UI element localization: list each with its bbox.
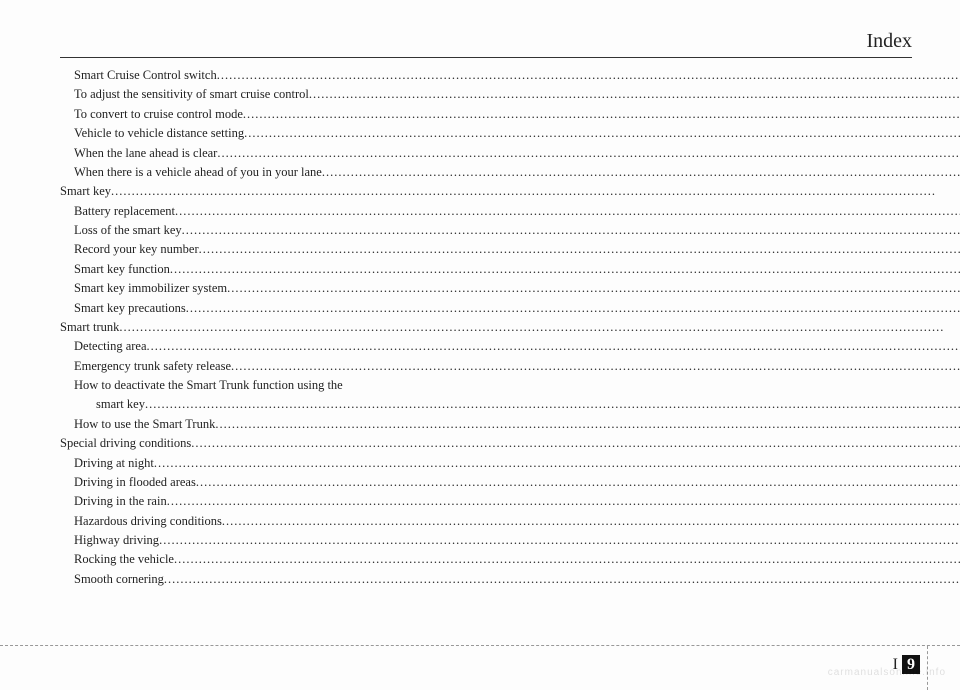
entry-leader-dots: ........................................… (119, 318, 960, 337)
entry-label: Loss of the smart key (74, 221, 182, 240)
entry-label: Smart key immobilizer system (74, 279, 227, 298)
index-entry: How to use the Smart Trunk .............… (60, 415, 960, 434)
index-entry: Driving in flooded areas ...............… (60, 473, 960, 492)
index-entry: Loss of the smart key ..................… (60, 221, 960, 240)
index-entry: To adjust the sensitivity of smart cruis… (60, 85, 960, 104)
entry-leader-dots: ........................................… (227, 279, 960, 298)
entry-label: Smart Cruise Control switch (74, 66, 217, 85)
entry-label: Special driving conditions (60, 434, 191, 453)
entry-leader-dots: ........................................… (111, 182, 960, 201)
index-entry: Detecting area .........................… (60, 337, 960, 356)
entry-label: Record your key number (74, 240, 199, 259)
entry-leader-dots: ........................................… (222, 512, 960, 531)
index-entry: smart key ..............................… (60, 395, 960, 414)
entry-label: Smart key precautions (74, 299, 186, 318)
entry-leader-dots: ........................................… (217, 66, 960, 85)
entry-leader-dots: ........................................… (175, 202, 960, 221)
entry-leader-dots: ........................................… (215, 415, 960, 434)
left-column: Smart Cruise Control switch ............… (60, 66, 960, 608)
entry-leader-dots: ........................................… (196, 473, 960, 492)
index-entry: Battery replacement ....................… (60, 202, 960, 221)
entry-leader-dots: ........................................… (147, 337, 960, 356)
index-entry: When the lane ahead is clear ...........… (60, 144, 960, 163)
index-entry: Smart key precautions ..................… (60, 299, 960, 318)
entry-label: Smart key (60, 182, 111, 201)
index-entry: Special driving conditions .............… (60, 434, 960, 453)
entry-label: To convert to cruise control mode (74, 105, 243, 124)
entry-label: How to deactivate the Smart Trunk functi… (74, 376, 343, 395)
entry-leader-dots: ........................................… (159, 531, 960, 550)
index-entry: Driving at night .......................… (60, 454, 960, 473)
index-entry: How to deactivate the Smart Trunk functi… (60, 376, 960, 395)
entry-leader-dots: ........................................… (182, 221, 960, 240)
entry-label: Highway driving (74, 531, 159, 550)
index-entry: When there is a vehicle ahead of you in … (60, 163, 960, 182)
page: Index Smart Cruise Control switch ......… (0, 0, 960, 608)
entry-leader-dots: ........................................… (170, 260, 960, 279)
entry-label: Battery replacement (74, 202, 175, 221)
entry-leader-dots: ........................................… (154, 454, 960, 473)
entry-leader-dots: ........................................… (231, 357, 960, 376)
entry-label: To adjust the sensitivity of smart cruis… (74, 85, 309, 104)
entry-leader-dots: ........................................… (145, 395, 960, 414)
index-entry: Smart key function .....................… (60, 260, 960, 279)
index-entry: Smart key immobilizer system ...........… (60, 279, 960, 298)
footer-divider (0, 645, 960, 646)
entry-label: Vehicle to vehicle distance setting (74, 124, 244, 143)
entry-label: When the lane ahead is clear (74, 144, 217, 163)
entry-leader-dots: ........................................… (199, 240, 960, 259)
entry-label: When there is a vehicle ahead of you in … (74, 163, 322, 182)
index-entry: Record your key number .................… (60, 240, 960, 259)
index-entry: Smart Cruise Control switch ............… (60, 66, 960, 85)
entry-leader-dots: ........................................… (217, 144, 960, 163)
entry-leader-dots: ........................................… (174, 550, 960, 569)
index-entry: Rocking the vehicle ....................… (60, 550, 960, 569)
index-entry: Hazardous driving conditions ...........… (60, 512, 960, 531)
content-columns: Smart Cruise Control switch ............… (60, 66, 912, 608)
entry-label: Emergency trunk safety release (74, 357, 231, 376)
entry-leader-dots: ........................................… (164, 570, 960, 589)
entry-leader-dots: ........................................… (322, 163, 960, 182)
index-entry: Emergency trunk safety release .........… (60, 357, 960, 376)
index-entry: Smart trunk ............................… (60, 318, 960, 337)
entry-leader-dots: ........................................… (309, 85, 960, 104)
entry-label: Hazardous driving conditions (74, 512, 222, 531)
entry-label: How to use the Smart Trunk (74, 415, 215, 434)
entry-label: Smart key function (74, 260, 170, 279)
entry-leader-dots: ........................................… (167, 492, 960, 511)
entry-label: Detecting area (74, 337, 147, 356)
index-entry: Highway driving ........................… (60, 531, 960, 550)
index-entry: Driving in the rain ....................… (60, 492, 960, 511)
index-entry: Vehicle to vehicle distance setting ....… (60, 124, 960, 143)
page-header: Index (60, 30, 912, 58)
entry-leader-dots: ........................................… (191, 434, 960, 453)
entry-leader-dots: ........................................… (243, 105, 960, 124)
entry-leader-dots: ........................................… (244, 124, 960, 143)
header-title: Index (866, 30, 912, 52)
watermark: carmanualsonline.info (828, 667, 946, 678)
entry-label: Driving at night (74, 454, 154, 473)
entry-label: Driving in the rain (74, 492, 167, 511)
entry-label: smart key (96, 395, 145, 414)
index-entry: To convert to cruise control mode ......… (60, 105, 960, 124)
entry-label: Smooth cornering (74, 570, 164, 589)
index-entry: Smooth cornering .......................… (60, 570, 960, 589)
index-entry: Smart key ..............................… (60, 182, 960, 201)
entry-label: Rocking the vehicle (74, 550, 174, 569)
entry-label: Smart trunk (60, 318, 119, 337)
entry-label: Driving in flooded areas (74, 473, 196, 492)
entry-leader-dots: ........................................… (186, 299, 960, 318)
